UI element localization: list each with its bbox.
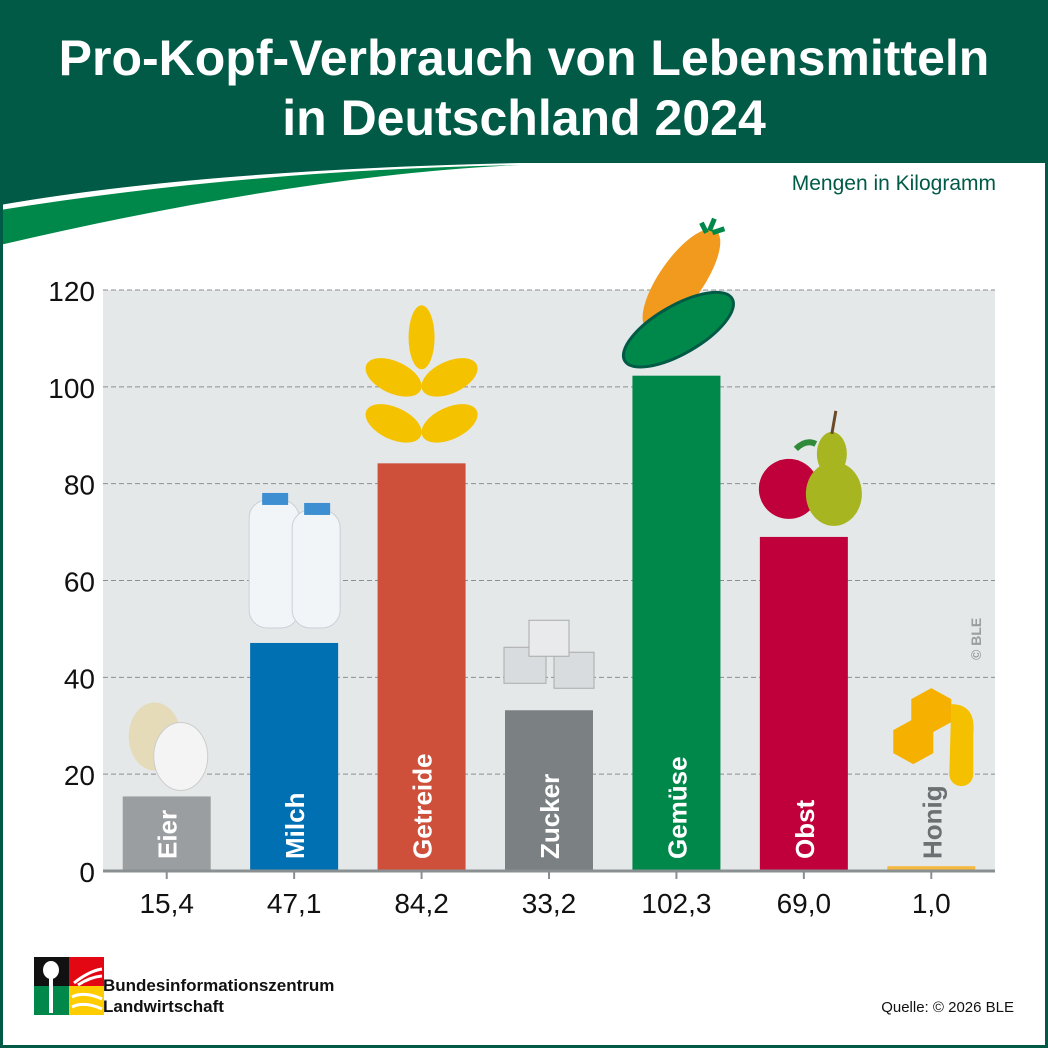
category-label: Milch xyxy=(280,793,310,859)
value-label: 69,0 xyxy=(777,888,832,919)
bar-zucker xyxy=(505,710,593,871)
y-tick-label: 120 xyxy=(48,276,95,307)
eggs-icon xyxy=(128,702,209,791)
category-label: Zucker xyxy=(535,774,565,859)
sugar-cubes-icon xyxy=(503,619,595,689)
milk-bottles-icon xyxy=(248,492,341,629)
value-label: 15,4 xyxy=(139,888,194,919)
copyright-mark: © BLE xyxy=(968,617,984,660)
source-note: Quelle: © 2026 BLE xyxy=(881,999,1014,1016)
value-label: 33,2 xyxy=(522,888,577,919)
category-label: Honig xyxy=(917,785,947,859)
value-label: 1,0 xyxy=(912,888,951,919)
bar-eier xyxy=(122,796,211,871)
bar-getreide xyxy=(377,463,466,871)
bar-gemüse xyxy=(632,375,721,871)
apple-pear-icon xyxy=(758,410,862,526)
bar-obst xyxy=(759,536,848,871)
category-label: Getreide xyxy=(408,754,438,860)
y-tick-label: 100 xyxy=(48,373,95,404)
honeycomb-icon xyxy=(893,688,974,787)
value-label: 84,2 xyxy=(394,888,449,919)
bar-milch xyxy=(250,642,339,871)
wheat-icon xyxy=(365,305,478,443)
y-tick-label: 80 xyxy=(64,470,95,501)
bar-honig xyxy=(887,866,976,871)
unit-label: Mengen in Kilogramm xyxy=(791,172,996,195)
title-line-1: Pro-Kopf-Verbrauch von Lebensmitteln xyxy=(58,30,990,86)
ble-logo xyxy=(34,957,104,1015)
value-label: 102,3 xyxy=(641,888,711,919)
title-line-2: in Deutschland 2024 xyxy=(282,90,766,146)
value-label: 47,1 xyxy=(267,888,322,919)
y-tick-label: 0 xyxy=(79,857,95,888)
carrot-cucumber-icon xyxy=(621,217,735,369)
category-label: Eier xyxy=(153,810,183,859)
y-tick-label: 40 xyxy=(64,663,95,694)
chart-title: Pro-Kopf-Verbrauch von Lebensmitteln in … xyxy=(0,28,1048,148)
org-line-1: Bundesinformationszentrum xyxy=(103,976,335,995)
org-line-2: Landwirtschaft xyxy=(103,997,224,1016)
header-banner xyxy=(0,0,1048,245)
organization-name: Bundesinformationszentrum Landwirtschaft xyxy=(103,975,334,1017)
y-tick-label: 20 xyxy=(64,760,95,791)
category-label: Obst xyxy=(790,799,820,859)
y-tick-label: 60 xyxy=(64,567,95,598)
category-label: Gemüse xyxy=(662,756,692,859)
